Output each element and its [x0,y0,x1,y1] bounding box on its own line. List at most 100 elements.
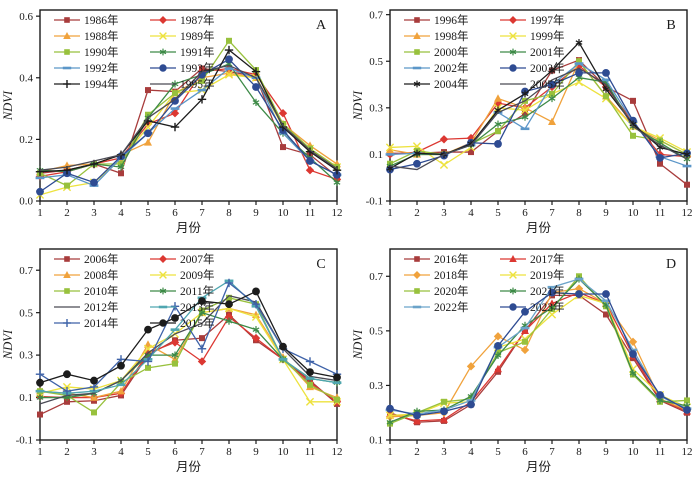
marker-square [684,181,690,188]
y-tick-label: -0.1 [16,435,33,447]
marker-circle [306,368,314,376]
x-tick-label: 4 [468,207,474,219]
marker-diamond [628,337,638,346]
legend-label: 2001年 [530,45,565,59]
panel-letter: D [666,257,676,272]
legend-label: 1995年 [180,77,215,91]
marker-diamond [520,345,530,355]
marker-diamond [159,16,167,24]
marker-square [495,128,501,135]
legend-label: 2004年 [434,77,469,91]
marker-diamond [278,109,288,118]
x-tick-label: 8 [576,446,582,458]
x-tick-label: 11 [305,207,316,219]
marker-circle [90,178,98,187]
y-tick-label: 0.7 [369,271,383,283]
marker-triangle [494,94,502,102]
marker-diamond [197,357,207,366]
marker-circle [629,350,637,358]
marker-circle [509,64,517,72]
marker-square [414,288,420,294]
marker-square [199,335,205,342]
marker-triangle [494,364,502,373]
legend-label: 2014年 [84,316,119,330]
panel-letter: A [316,18,327,33]
marker-circle [494,140,502,148]
legend-label: 1988年 [84,29,119,43]
series-line [39,307,337,403]
marker-circle [683,406,691,414]
marker-square [307,381,313,388]
x-tick-label: 9 [603,446,609,458]
marker-square [64,288,70,294]
legend-label: 2009年 [180,268,215,282]
marker-circle [575,290,583,298]
series-line [389,294,688,417]
marker-diamond [251,333,261,343]
marker-circle [467,400,475,409]
series-1997年 [385,61,692,161]
legend-label: 2023年 [530,300,565,314]
marker-circle [171,96,179,105]
marker-square [64,49,70,55]
marker-square [414,49,420,55]
marker-circle [509,303,517,311]
marker-circle [279,342,287,351]
y-tick-label: 0.7 [19,265,33,277]
x-tick-label: 12 [332,207,343,219]
x-tick-label: 3 [91,446,97,458]
series-line [390,59,688,186]
marker-square [603,93,609,100]
y-tick-label: 0.1 [369,435,383,447]
marker-circle [36,378,44,387]
x-tick-label: 12 [682,207,693,219]
marker-diamond [170,109,180,118]
legend-label: 2003年 [530,61,565,75]
legend-label: 2011年 [180,284,214,298]
series-1996年 [387,57,690,188]
marker-diamond [574,284,584,293]
legend-label: 2008年 [84,268,119,282]
series-line [389,278,688,415]
series-line [39,280,338,394]
panel-b: -0.1 0.1 0.3 0.5 0.7 1 2 3 4 5 6 7 8 9 10 11 12 月份 NDVI B 19… [350,0,700,239]
marker-triangle [144,138,152,146]
marker-diamond [466,362,476,371]
marker-square [64,17,70,23]
marker-square [576,58,582,65]
marker-triangle [63,32,71,39]
legend-label: 1998年 [434,29,469,43]
x-tick-label: 12 [332,446,343,458]
x-tick-label: 2 [414,446,420,458]
marker-square [226,294,232,301]
marker-circle [90,376,98,385]
marker-square [172,360,178,367]
legend: 1996年 1997年 1998年 1999年 2000年 2001年 2002年 2003年… [404,13,565,91]
marker-circle [159,319,167,327]
legend-label: 1987年 [180,13,215,27]
x-tick-label: 12 [682,446,693,458]
marker-circle [386,404,394,413]
legend-label: 1986年 [84,13,119,27]
marker-circle [413,159,421,168]
legend-label: 2017年 [530,252,565,266]
y-tick-label: 0.2 [19,134,33,146]
x-tick-label: 10 [628,207,640,219]
marker-diamond [439,135,449,144]
marker-square [91,409,97,416]
y-tick-label: 0.1 [19,392,33,404]
series-line [39,297,338,414]
marker-square [630,132,636,139]
y-tick-label: 0.3 [19,350,33,362]
x-tick-label: 2 [64,446,70,458]
marker-circle [440,407,448,416]
y-tick-label: 0.5 [19,307,33,319]
marker-circle [117,361,125,370]
x-tick-label: 5 [145,446,151,458]
legend-label: 1993年 [180,61,215,75]
marker-circle [198,297,206,305]
x-axis-label: 月份 [176,221,202,235]
marker-circle [333,170,341,179]
panel-letter: C [316,257,325,272]
y-tick-label: 0.5 [369,325,383,337]
